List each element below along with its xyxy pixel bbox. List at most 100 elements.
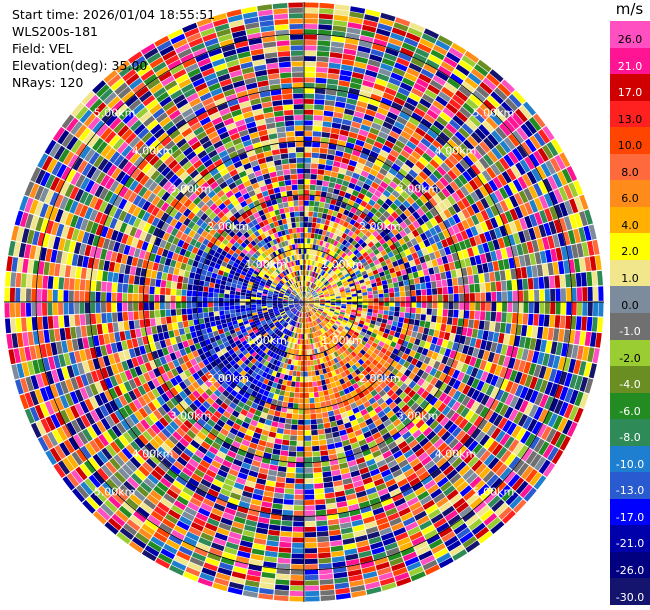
range-gate [504,97,518,112]
range-gate [312,445,320,452]
range-gate [371,414,380,422]
range-gate [364,230,372,238]
range-gate [319,240,324,246]
range-gate [318,207,324,213]
range-gate [348,367,355,374]
range-gate [180,334,187,342]
range-gate [400,445,411,454]
range-gate [312,308,317,312]
range-gate [442,229,451,239]
range-gate [66,422,77,436]
range-gate [198,318,205,325]
range-gate [397,87,410,97]
range-gate [180,452,191,462]
range-gate [404,261,411,269]
range-gate [133,387,142,399]
range-gate [318,19,333,25]
range-gate [494,364,503,376]
range-gate [511,312,518,324]
range-gate [264,315,270,320]
range-gate [418,326,424,334]
range-gate [553,188,564,204]
range-gate [276,315,282,320]
range-gate [42,434,54,450]
range-gate [138,434,149,445]
range-gate [352,296,357,300]
range-gate [123,381,133,392]
range-gate [181,410,191,420]
range-gate [304,451,313,457]
range-gate [201,328,208,335]
range-gate [333,436,342,443]
range-gate [227,536,241,545]
range-gate [229,305,235,310]
range-gate [259,317,265,322]
range-gate [368,305,373,309]
range-gate [122,501,136,514]
range-gate [305,317,308,323]
range-gate [289,320,294,325]
range-gate [406,496,419,507]
range-gate [542,444,555,459]
range-gate [365,191,374,199]
range-gate [272,306,278,309]
range-gate [314,88,326,95]
range-gate [131,357,139,368]
range-gate [471,328,479,338]
range-gate [339,266,346,272]
range-gate [114,373,123,385]
range-gate [79,349,87,362]
range-gate [129,456,142,469]
range-gate [344,326,350,331]
range-gate [433,547,449,559]
range-gate [595,255,602,271]
range-gate [84,398,94,412]
range-gate [379,492,391,502]
range-gate [517,413,528,427]
range-gate [276,360,281,367]
range-gate [161,324,168,332]
range-gate [534,378,543,392]
range-gate [304,248,307,254]
range-gate [516,243,524,256]
range-gate [190,358,198,366]
range-gate [379,271,385,277]
range-gate [85,372,94,385]
range-gate [508,456,521,470]
range-gate [111,513,126,527]
range-gate [286,467,296,473]
range-gate [295,376,301,382]
range-gate [282,439,290,446]
range-gate [458,310,464,319]
range-gate [554,154,566,170]
range-gate [368,397,377,405]
range-gate [539,210,548,224]
range-gate [318,282,323,287]
range-gate [294,500,304,506]
range-gate [334,260,340,267]
range-gate [381,582,397,591]
range-gate [441,405,451,416]
range-gate [274,487,285,494]
range-gate [353,267,360,273]
range-gate [383,227,391,235]
range-gate [456,481,469,493]
range-gate [336,329,342,334]
range-gate [405,521,419,532]
range-gate [315,288,321,292]
range-gate [433,329,440,338]
range-gate [172,480,185,491]
range-gate [499,140,511,154]
range-gate [509,208,519,221]
range-gate [500,344,508,356]
range-gate [374,454,384,463]
range-gate [442,286,448,295]
range-gate [289,353,293,360]
range-gate [304,238,308,244]
range-gate [534,197,544,211]
range-gate [362,302,368,306]
range-gate [247,316,254,320]
range-gate [266,475,277,482]
range-gate [343,376,350,383]
range-gate [342,152,352,160]
